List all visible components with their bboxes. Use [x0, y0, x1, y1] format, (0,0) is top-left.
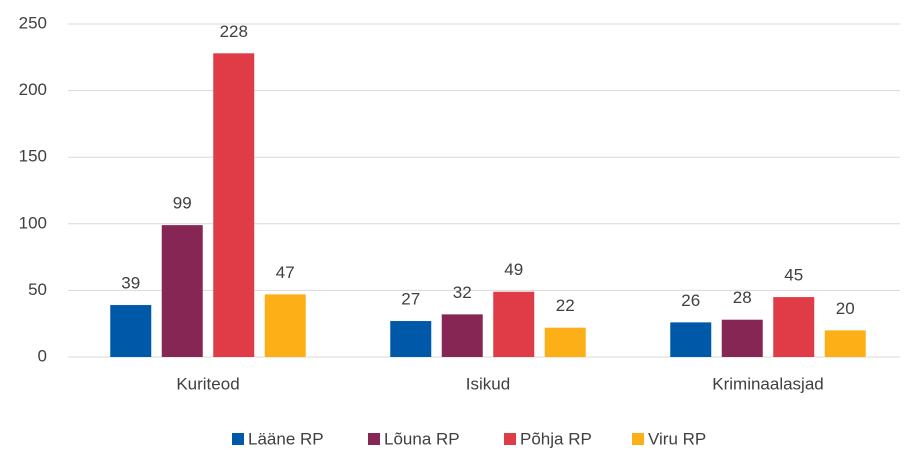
- legend-label: Lõuna RP: [384, 429, 460, 448]
- x-tick-label: Kriminaalasjad: [712, 374, 824, 393]
- data-label: 20: [836, 299, 855, 318]
- legend-label: Viru RP: [648, 429, 706, 448]
- bar: [721, 319, 763, 357]
- bar: [264, 294, 306, 357]
- y-tick-label: 50: [28, 280, 47, 299]
- bar: [544, 327, 586, 357]
- x-tick-label: Kuriteod: [176, 374, 239, 393]
- data-label: 228: [220, 22, 248, 41]
- legend-swatch: [232, 433, 244, 445]
- bar: [161, 225, 203, 357]
- data-label: 26: [681, 291, 700, 310]
- data-label: 47: [276, 263, 295, 282]
- data-label: 32: [453, 283, 472, 302]
- bar: [670, 322, 712, 357]
- data-label: 39: [121, 274, 140, 293]
- legend-swatch: [632, 433, 644, 445]
- data-label: 22: [556, 296, 575, 315]
- y-tick-label: 150: [19, 147, 47, 166]
- data-label: 28: [733, 288, 752, 307]
- x-tick-label: Isikud: [466, 374, 510, 393]
- data-label: 27: [401, 290, 420, 309]
- legend-swatch: [368, 433, 380, 445]
- legend-swatch: [504, 433, 516, 445]
- bar: [824, 330, 866, 357]
- bar: [493, 291, 535, 357]
- data-label: 45: [784, 266, 803, 285]
- legend-label: Lääne RP: [248, 429, 324, 448]
- y-tick-label: 200: [19, 80, 47, 99]
- y-tick-label: 100: [19, 213, 47, 232]
- bar: [213, 53, 255, 357]
- data-label: 49: [504, 260, 523, 279]
- legend-label: Põhja RP: [520, 429, 592, 448]
- bar: [441, 314, 483, 357]
- bar: [110, 305, 152, 357]
- bar: [773, 297, 815, 357]
- y-tick-label: 0: [38, 346, 47, 365]
- data-label: 99: [173, 194, 192, 213]
- bar: [390, 321, 432, 357]
- y-tick-label: 250: [19, 13, 47, 32]
